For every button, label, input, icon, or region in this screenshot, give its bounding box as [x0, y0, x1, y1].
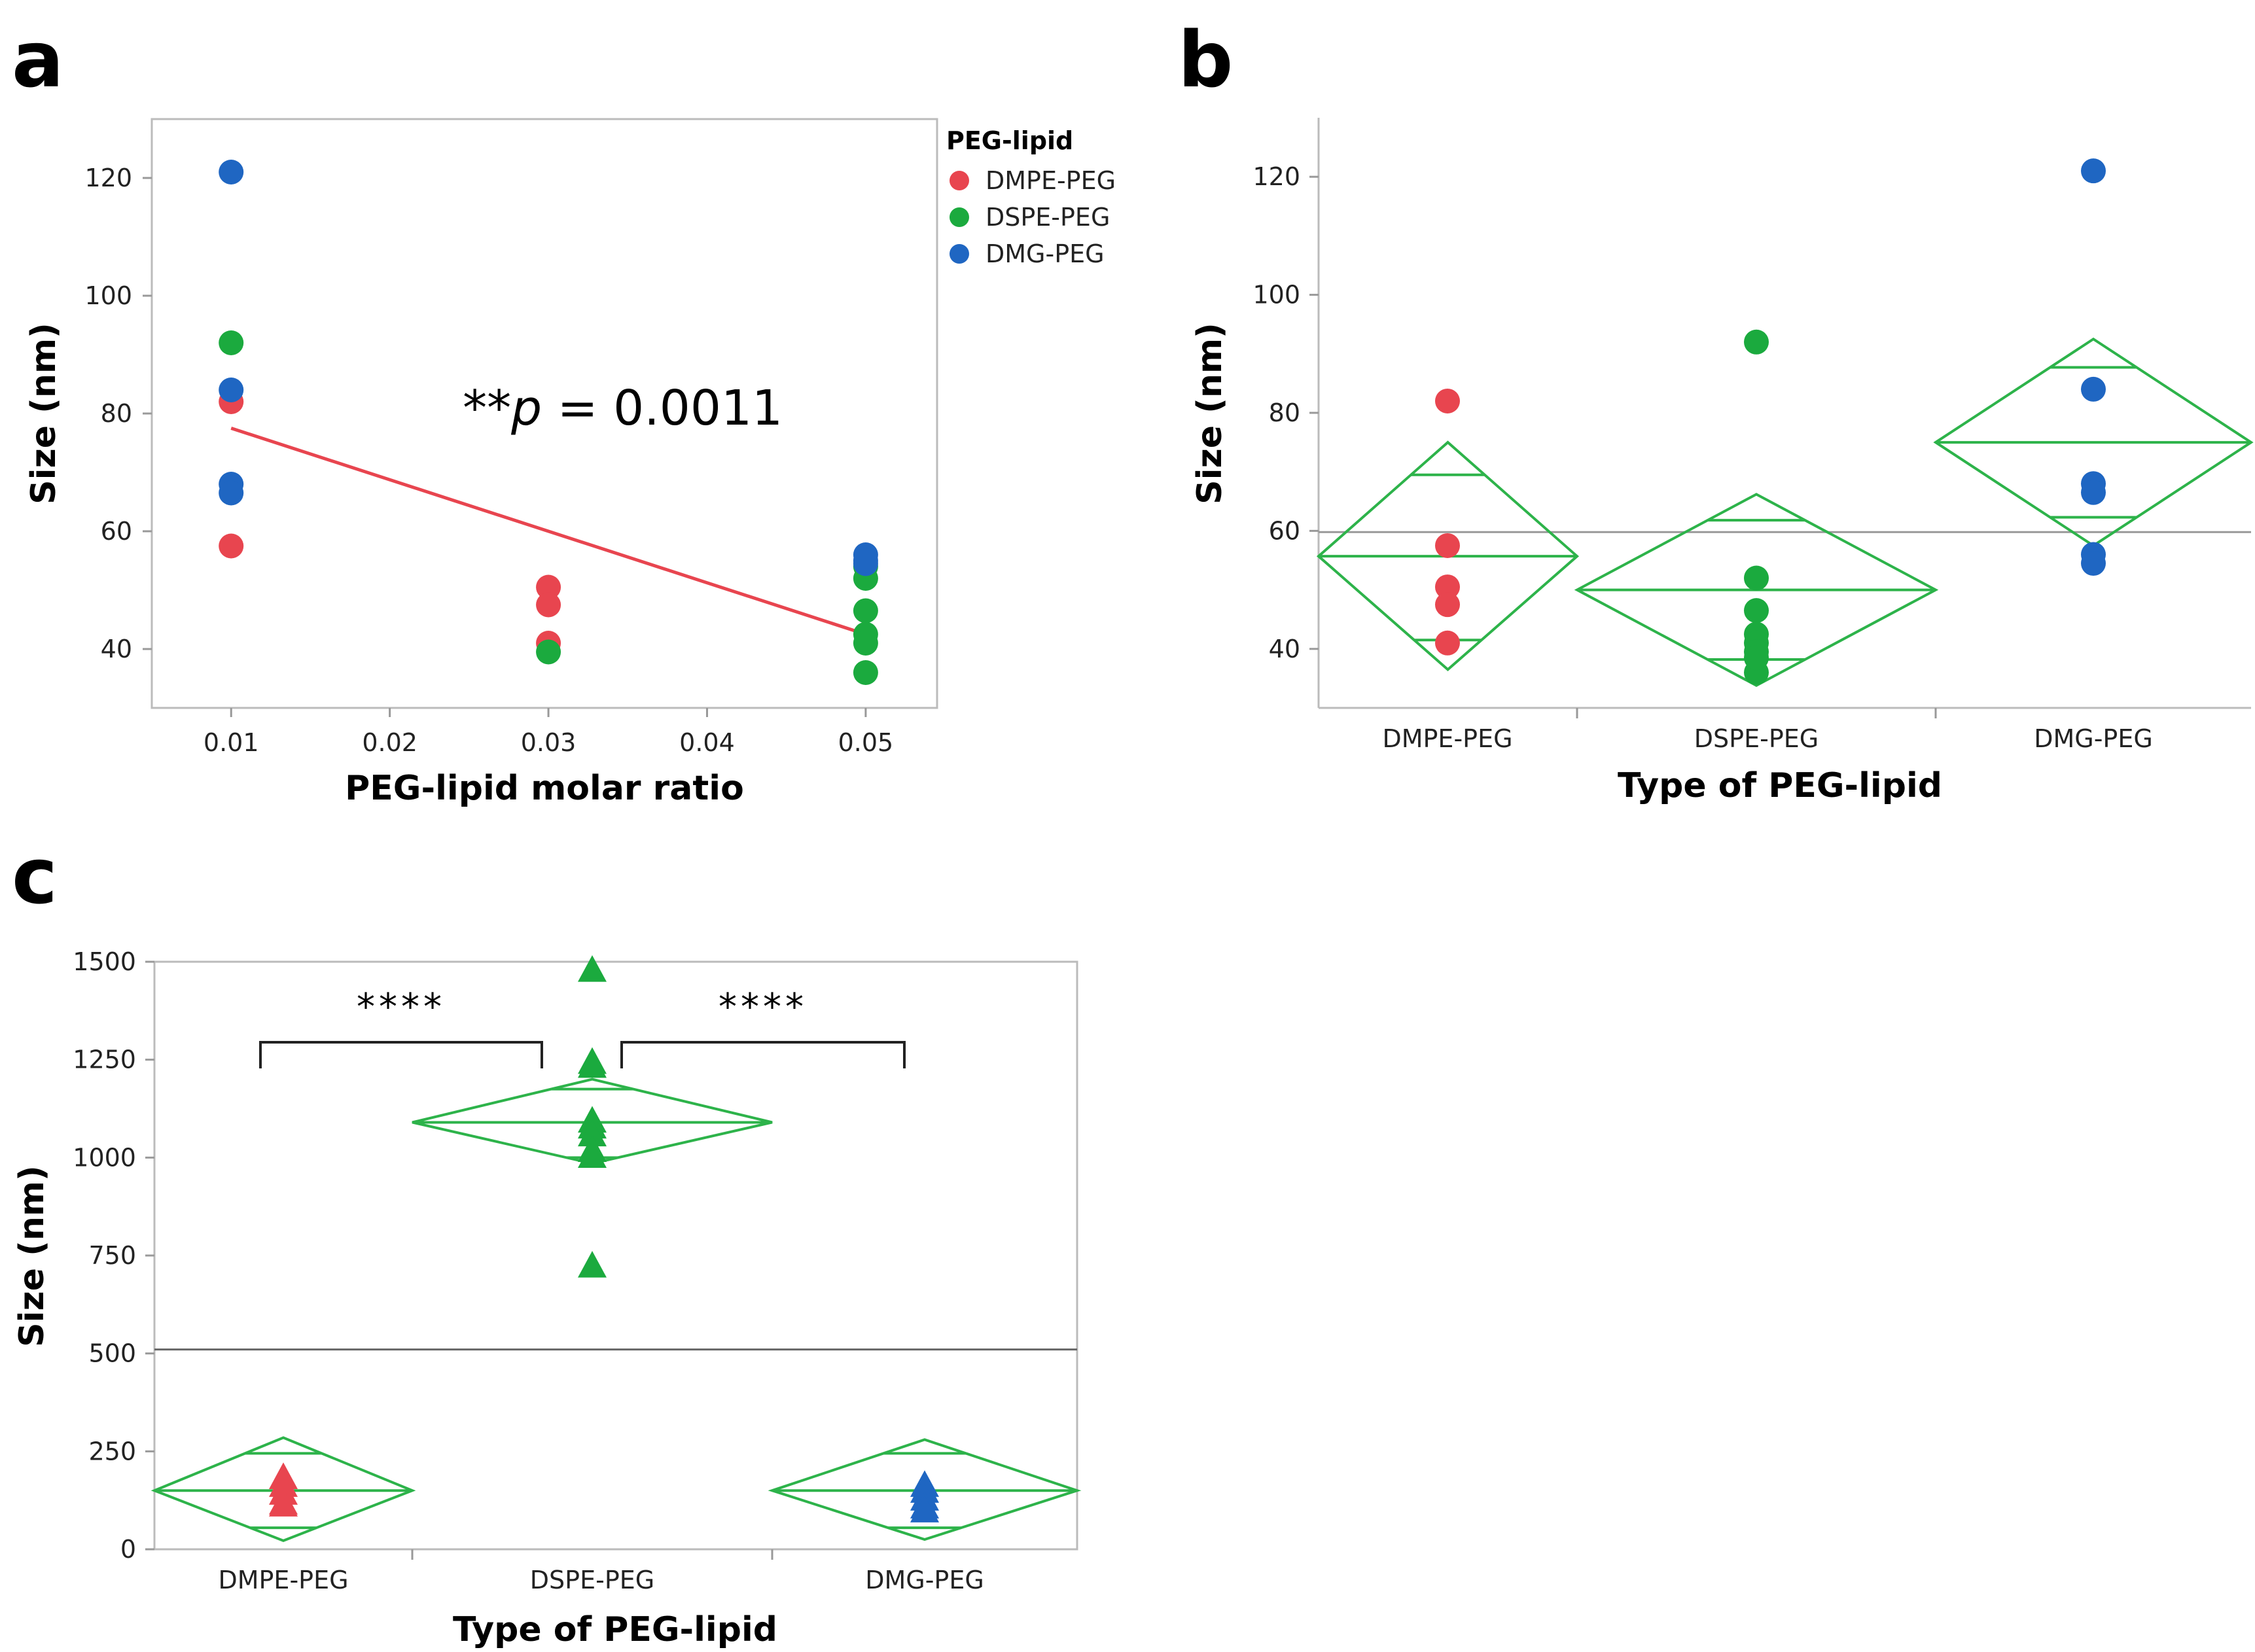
- x-axis-a: 0.01 0.02 0.03 0.04 0.05: [204, 708, 893, 757]
- y-tick-label-c: 0: [120, 1535, 136, 1564]
- data-point-dmpe-peg: [1435, 574, 1460, 600]
- x-tick-label-b: DMPE-PEG: [1382, 724, 1512, 753]
- data-point-dmg-peg: [219, 160, 244, 185]
- y-axis-title-b: Size (nm): [1190, 323, 1230, 504]
- x-axis-b: DMPE-PEG DSPE-PEG DMG-PEG: [1382, 708, 2153, 753]
- y-tick-label-b: 60: [1269, 516, 1300, 545]
- data-point-dspe-peg: [853, 598, 878, 624]
- y-tick-label-a: 40: [101, 635, 132, 663]
- data-point-dspe-peg: [578, 1119, 607, 1147]
- trend-line: [230, 427, 866, 636]
- data-point-dmpe-peg: [219, 533, 244, 559]
- x-tick-label-b: DMG-PEG: [2034, 724, 2153, 753]
- panel-letter-c: c: [12, 831, 58, 921]
- data-point-dmg-peg: [219, 480, 244, 506]
- data-point-dmg-peg: [910, 1496, 939, 1522]
- y-tick-label-b: 120: [1252, 162, 1300, 191]
- plot-frame-c: [153, 960, 1078, 1551]
- y-tick-label-a: 80: [101, 399, 132, 428]
- y-tick-label-c: 250: [88, 1437, 136, 1466]
- y-axis-b: 40 60 80 100 120: [1252, 162, 1319, 663]
- legend-title: PEG-lipid: [946, 126, 1073, 155]
- panel-c: c 0 250 500 750 1000 1250 1500 DMPE-PEG DSPE-PE…: [12, 831, 1082, 1649]
- data-point-dmg-peg: [2081, 158, 2106, 184]
- data-point-dmpe-peg: [1435, 630, 1460, 656]
- data-point-dmg-peg: [219, 378, 244, 402]
- data-point-dmpe-peg: [536, 592, 561, 618]
- data-point-dmpe-peg: [536, 574, 561, 600]
- data-point-dspe-peg: [1744, 598, 1769, 624]
- significance-bracket: [259, 1041, 543, 1068]
- data-point-dspe-peg: [1744, 329, 1769, 355]
- significance-label: ****: [357, 986, 446, 1028]
- significance-brackets: **** ****: [259, 986, 906, 1068]
- y-tick-label-c: 750: [88, 1241, 136, 1270]
- legend-label: DMPE-PEG: [985, 166, 1116, 195]
- p-value-annotation: **p = 0.0011: [463, 380, 783, 436]
- panel-a: a 40 60 80 100 120 0.01 0.02 0.03 0.04 0.05 **p …: [12, 14, 1116, 808]
- y-tick-label-a: 100: [84, 281, 132, 310]
- mean-diamonds-b: [1316, 337, 2254, 687]
- x-axis-title-a: PEG-lipid molar ratio: [345, 769, 744, 808]
- significance-bracket: [620, 1041, 906, 1068]
- data-point-dspe-peg: [578, 1051, 607, 1078]
- x-tick-label-a: 0.02: [362, 728, 417, 757]
- x-tick-label-a: 0.05: [838, 728, 894, 757]
- data-point-dspe-peg: [853, 660, 878, 685]
- x-axis-c: DMPE-PEG DSPE-PEG DMG-PEG: [218, 1549, 984, 1594]
- data-point-dspe-peg: [578, 1141, 607, 1169]
- y-tick-label-c: 1000: [73, 1143, 136, 1172]
- y-tick-label-b: 100: [1252, 281, 1300, 309]
- x-axis-title-c: Type of PEG-lipid: [453, 1610, 777, 1649]
- x-tick-label-c: DMPE-PEG: [218, 1566, 348, 1594]
- panel-letter-b: b: [1178, 14, 1233, 105]
- panel-b: b 40 60 80 100 120 DMPE-PEG DSPE-PEG DMG-PEG T…: [1178, 14, 2254, 805]
- y-tick-label-c: 500: [88, 1339, 136, 1368]
- y-tick-label-a: 60: [101, 517, 132, 546]
- legend-marker-dmpe-peg: [950, 171, 969, 190]
- y-tick-label-c: 1250: [73, 1046, 136, 1074]
- data-point-dspe-peg: [1744, 565, 1769, 591]
- y-axis-c: 0 250 500 750 1000 1250 1500: [73, 947, 154, 1564]
- data-points-c: [269, 955, 939, 1522]
- x-axis-title-b: Type of PEG-lipid: [1618, 766, 1942, 805]
- x-tick-label-a: 0.01: [204, 728, 259, 757]
- y-tick-label-c: 1500: [73, 947, 136, 976]
- data-point-dmg-peg: [853, 548, 878, 573]
- data-point-dmpe-peg: [1435, 533, 1460, 558]
- data-point-dmpe-peg: [269, 1490, 298, 1517]
- data-point-dspe-peg: [536, 639, 561, 665]
- legend-label: DMG-PEG: [985, 239, 1105, 268]
- data-point-dmg-peg: [2081, 376, 2106, 402]
- y-tick-label-b: 40: [1269, 635, 1300, 663]
- data-point-dspe-peg: [219, 330, 244, 355]
- y-tick-label-b: 80: [1269, 398, 1300, 427]
- x-tick-label-c: DMG-PEG: [865, 1566, 984, 1594]
- x-tick-label-c: DSPE-PEG: [530, 1566, 654, 1594]
- data-point-dmpe-peg: [1435, 388, 1460, 413]
- data-point-dspe-peg: [578, 1250, 607, 1278]
- x-tick-label-a: 0.04: [679, 728, 735, 757]
- y-axis-a: 40 60 80 100 120: [84, 164, 152, 663]
- data-point-dmpe-peg: [1435, 592, 1460, 618]
- data-points-b: [1435, 158, 2106, 685]
- legend: PEG-lipid DMPE-PEG DSPE-PEG DMG-PEG: [946, 126, 1116, 268]
- data-point-dmg-peg: [2081, 480, 2106, 505]
- legend-label: DSPE-PEG: [985, 203, 1110, 232]
- significance-label: ****: [719, 986, 808, 1028]
- data-points-a: [219, 160, 878, 685]
- y-axis-title-c: Size (nm): [12, 1165, 52, 1347]
- x-tick-label-b: DSPE-PEG: [1694, 724, 1819, 753]
- y-tick-label-a: 120: [84, 164, 132, 192]
- panel-letter-a: a: [12, 14, 64, 105]
- data-point-dspe-peg: [1744, 645, 1769, 671]
- data-point-dspe-peg: [578, 955, 607, 982]
- legend-marker-dmg-peg: [950, 244, 969, 264]
- data-point-dmg-peg: [2081, 551, 2106, 576]
- x-tick-label-a: 0.03: [521, 728, 577, 757]
- data-point-dspe-peg: [853, 631, 878, 656]
- legend-marker-dspe-peg: [950, 207, 969, 227]
- y-axis-title-a: Size (nm): [24, 323, 63, 504]
